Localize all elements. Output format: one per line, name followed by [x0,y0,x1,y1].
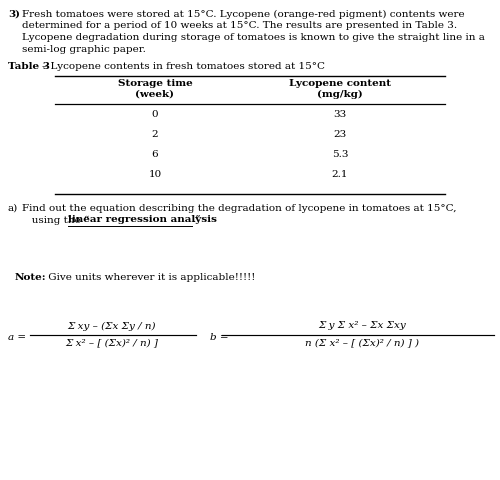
Text: Fresh tomatoes were stored at 15°C. Lycopene (orange-red pigment) contents were: Fresh tomatoes were stored at 15°C. Lyco… [22,10,464,19]
Text: 33: 33 [334,110,346,119]
Text: Lycopene content
(mg/kg): Lycopene content (mg/kg) [289,79,391,98]
Text: a): a) [8,204,18,213]
Text: semi-log graphic paper.: semi-log graphic paper. [22,45,146,53]
Text: Note:: Note: [15,274,46,283]
Text: determined for a period of 10 weeks at 15°C. The results are presented in Table : determined for a period of 10 weeks at 1… [22,22,457,31]
Text: 23: 23 [334,130,346,139]
Text: Σ y Σ x² – Σx Σxy: Σ y Σ x² – Σx Σxy [318,322,406,331]
Text: Give units wherever it is applicable!!!!!: Give units wherever it is applicable!!!!… [45,274,256,283]
Text: a =: a = [8,333,26,341]
Text: 5.3: 5.3 [332,150,348,159]
Text: – Lycopene contents in fresh tomatoes stored at 15°C: – Lycopene contents in fresh tomatoes st… [42,62,325,71]
Text: .”: .” [192,216,200,225]
Text: Lycopene degradation during storage of tomatoes is known to give the straight li: Lycopene degradation during storage of t… [22,33,485,42]
Text: linear regression analysis: linear regression analysis [68,216,217,225]
Text: using the “: using the “ [22,216,89,225]
Text: 2.1: 2.1 [332,170,348,179]
Text: Σ xy – (Σx Σy / n): Σ xy – (Σx Σy / n) [68,322,156,331]
Text: n (Σ x² – [ (Σx)² / n) ] ): n (Σ x² – [ (Σx)² / n) ] ) [305,338,419,348]
Text: Table 3: Table 3 [8,62,50,71]
Text: b =: b = [210,333,229,341]
Text: 3): 3) [8,10,20,19]
Text: Storage time
(week): Storage time (week) [118,79,192,98]
Text: Σ x² – [ (Σx)² / n) ]: Σ x² – [ (Σx)² / n) ] [66,338,158,348]
Text: 0: 0 [152,110,158,119]
Text: Find out the equation describing the degradation of lycopene in tomatoes at 15°C: Find out the equation describing the deg… [22,204,456,213]
Text: 10: 10 [148,170,162,179]
Text: 6: 6 [152,150,158,159]
Text: 2: 2 [152,130,158,139]
